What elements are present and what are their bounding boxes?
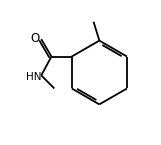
Text: O: O (30, 32, 39, 45)
Text: HN: HN (26, 72, 42, 82)
